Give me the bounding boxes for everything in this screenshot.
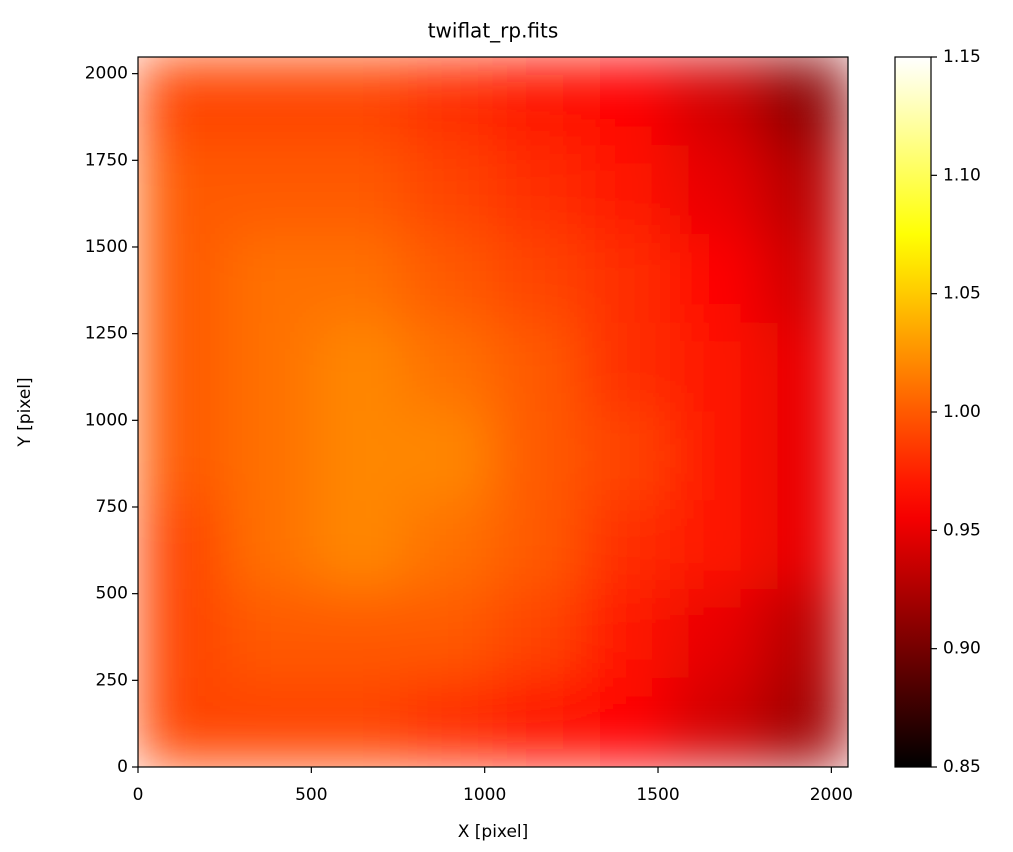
x-tick-label: 1000 <box>463 785 506 805</box>
y-tick-label: 2000 <box>85 64 128 84</box>
image-cell <box>581 57 671 147</box>
image-cell <box>758 322 848 413</box>
image-cell <box>758 57 848 147</box>
image-cell <box>492 500 583 590</box>
image-cell <box>492 411 583 502</box>
image-cell <box>315 411 405 502</box>
image-cell <box>670 234 760 324</box>
image-cell <box>315 500 405 590</box>
image-cell <box>758 500 848 590</box>
image-cell <box>403 234 494 324</box>
image-cell <box>492 322 583 413</box>
image-cell <box>315 589 405 679</box>
image-cell <box>403 411 494 502</box>
colorbar-tick-label: 0.90 <box>943 639 981 659</box>
image-cell <box>226 411 316 502</box>
y-tick-label: 1000 <box>85 410 128 430</box>
image-cell <box>315 677 405 767</box>
image-cell <box>226 322 316 413</box>
image-cell <box>403 57 494 147</box>
image-cell <box>138 589 228 679</box>
x-tick-label: 500 <box>295 785 327 805</box>
colorbar-tick-label: 1.15 <box>943 47 981 67</box>
image-cell <box>670 411 760 502</box>
image-cell <box>670 500 760 590</box>
x-tick-label: 0 <box>133 785 144 805</box>
x-axis-label: X [pixel] <box>458 822 529 842</box>
image-cell <box>138 411 228 502</box>
y-tick-label: 750 <box>96 497 128 517</box>
image-cell <box>226 589 316 679</box>
image-cell <box>492 234 583 324</box>
image-cell <box>138 145 228 235</box>
image-cell <box>492 677 583 767</box>
image-cell <box>670 677 760 767</box>
image-cell <box>581 677 671 767</box>
image-cell <box>138 500 228 590</box>
image-cells <box>138 57 848 767</box>
image-cell <box>226 234 316 324</box>
y-tick-label: 500 <box>96 584 128 604</box>
image-cell <box>138 677 228 767</box>
image-cell <box>226 500 316 590</box>
image-cell <box>138 234 228 324</box>
colorbar-tick-label: 0.85 <box>943 757 981 777</box>
image-cell <box>315 145 405 235</box>
image <box>138 57 848 767</box>
image-cell <box>670 322 760 413</box>
axes-frame <box>137 56 849 768</box>
y-tick-label: 0 <box>117 757 128 777</box>
image-cell <box>226 57 316 147</box>
image-cell <box>315 322 405 413</box>
y-tick-label: 1750 <box>85 150 128 170</box>
image-cell <box>226 145 316 235</box>
x-tick-label: 1500 <box>636 785 679 805</box>
image-cell <box>581 145 671 235</box>
image-cell <box>315 234 405 324</box>
y-tick-label: 1250 <box>85 324 128 344</box>
image-cell <box>315 57 405 147</box>
image-cell <box>581 234 671 324</box>
image-cell <box>138 322 228 413</box>
image-cell <box>758 677 848 767</box>
y-axis-label: Y [pixel] <box>15 377 35 447</box>
image-cell <box>581 500 671 590</box>
image-cell <box>581 322 671 413</box>
image-cell <box>403 677 494 767</box>
image-cell <box>138 57 228 147</box>
image-cell <box>492 145 583 235</box>
image-cell <box>758 234 848 324</box>
image-cell <box>403 589 494 679</box>
colorbar-tick-label: 1.10 <box>943 165 981 185</box>
image-cell <box>581 411 671 502</box>
image-cell <box>758 411 848 502</box>
image-cell <box>403 322 494 413</box>
colorbar-tick-label: 1.00 <box>943 402 981 422</box>
image-cell <box>758 589 848 679</box>
image-cell <box>403 145 494 235</box>
image-cell <box>403 500 494 590</box>
x-tick-label: 2000 <box>810 785 853 805</box>
image-cell <box>670 589 760 679</box>
image-cell <box>670 145 760 235</box>
image-cell <box>226 677 316 767</box>
colorbar <box>895 57 931 767</box>
colorbar-tick-label: 0.95 <box>943 520 981 540</box>
y-tick-label: 1500 <box>85 237 128 257</box>
image-cell <box>492 589 583 679</box>
colorbar-tick-label: 1.05 <box>943 284 981 304</box>
y-tick-label: 250 <box>96 670 128 690</box>
image-cell <box>492 57 583 147</box>
chart-title: twiflat_rp.fits <box>428 19 559 43</box>
image-cell <box>581 589 671 679</box>
image-cell <box>758 145 848 235</box>
image-cell <box>670 57 760 147</box>
